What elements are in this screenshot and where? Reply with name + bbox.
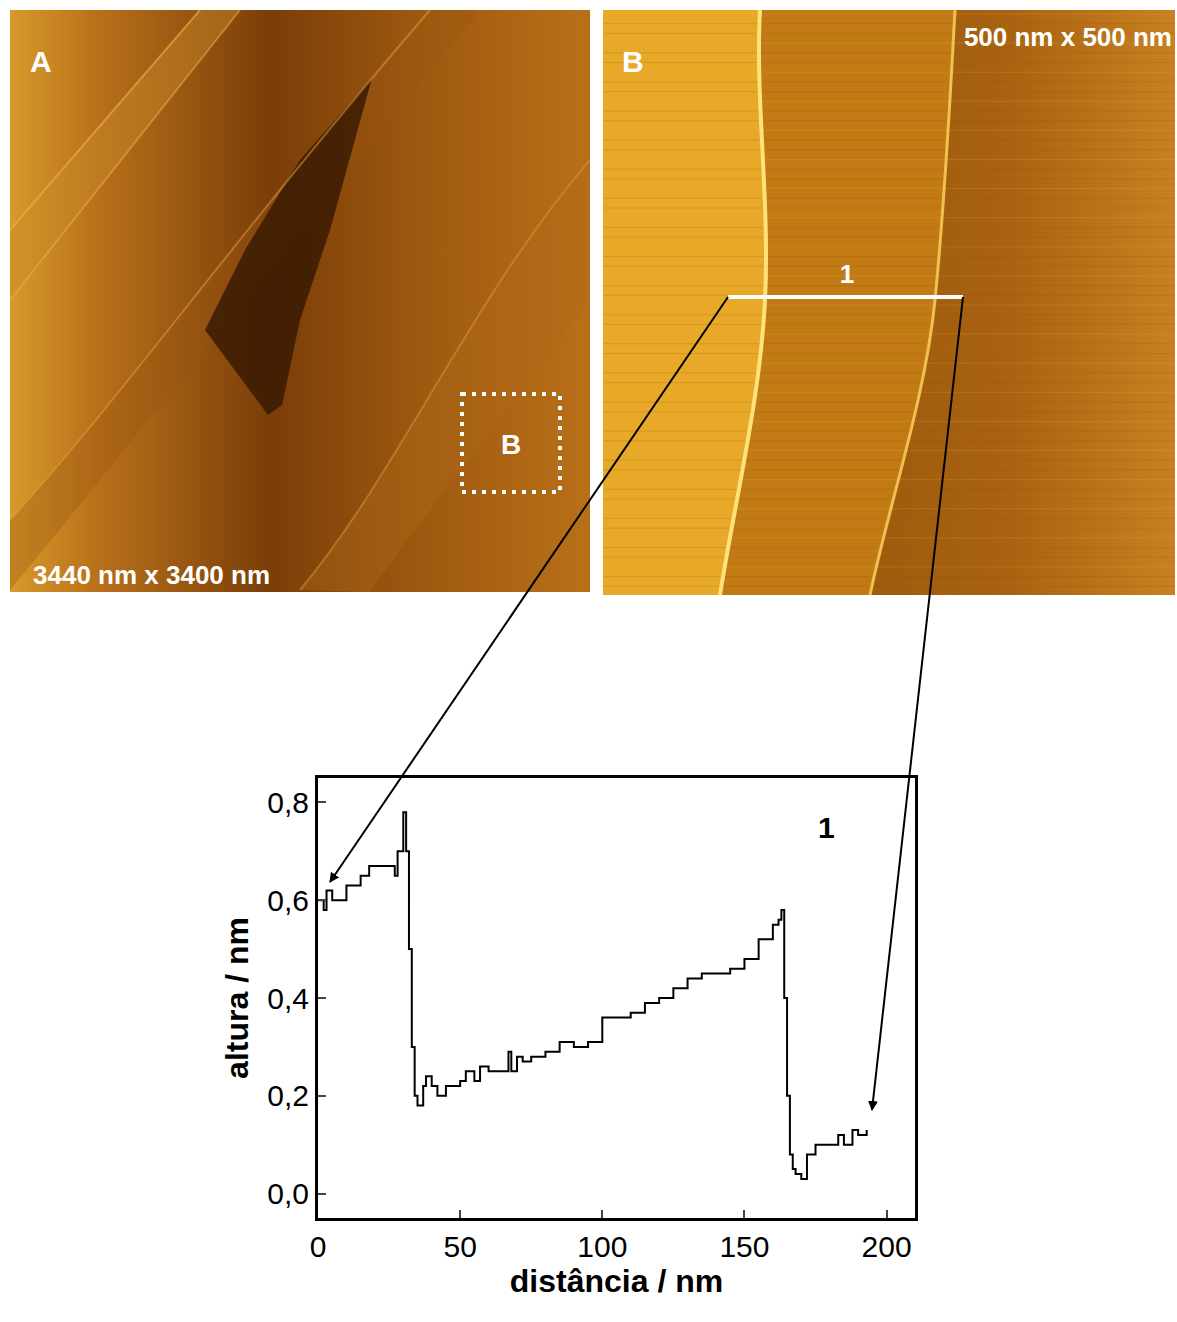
svg-text:0,6: 0,6 [267,884,309,917]
svg-text:100: 100 [577,1230,627,1263]
svg-text:0,0: 0,0 [267,1177,309,1210]
svg-text:distância / nm: distância / nm [510,1263,723,1299]
svg-text:3440 nm x 3400 nm: 3440 nm x 3400 nm [33,560,270,590]
svg-text:B: B [501,429,521,460]
svg-text:0,8: 0,8 [267,786,309,819]
svg-text:500 nm x 500 nm: 500 nm x 500 nm [964,22,1172,52]
svg-text:0: 0 [310,1230,327,1263]
svg-text:1: 1 [840,259,854,289]
svg-text:0,4: 0,4 [267,982,309,1015]
svg-text:B: B [622,45,644,78]
svg-text:0,2: 0,2 [267,1079,309,1112]
svg-text:50: 50 [443,1230,476,1263]
svg-text:A: A [30,45,52,78]
svg-text:150: 150 [719,1230,769,1263]
svg-text:1: 1 [818,811,835,844]
svg-text:200: 200 [862,1230,912,1263]
svg-text:altura / nm: altura / nm [219,917,255,1079]
